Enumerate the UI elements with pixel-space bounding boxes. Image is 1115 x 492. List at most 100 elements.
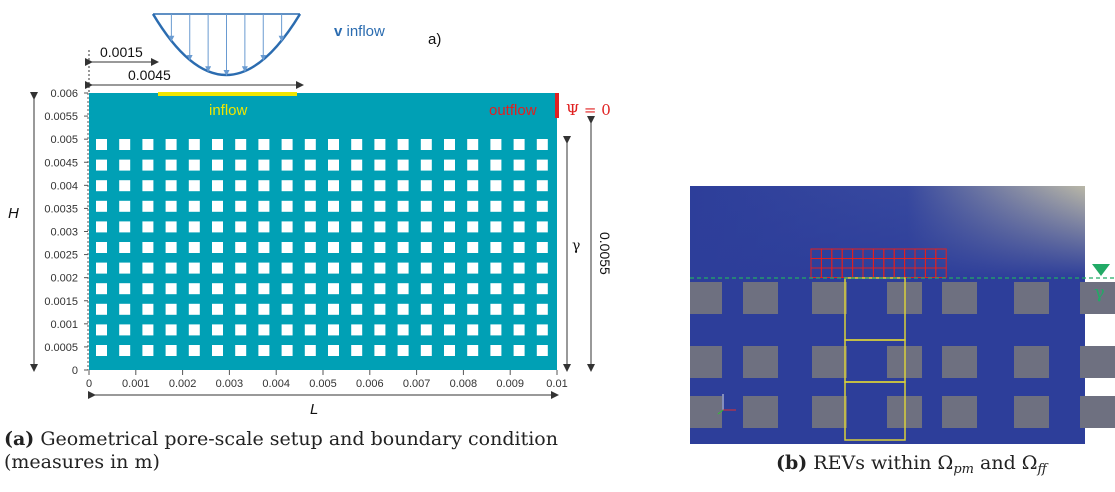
solid-grain: [258, 221, 270, 233]
solid-grain: [235, 283, 247, 295]
solid-grain: [690, 346, 722, 378]
solid-grain: [281, 262, 293, 274]
solid-grain: [119, 200, 131, 212]
solid-grain: [351, 159, 363, 171]
solid-grain: [281, 180, 293, 192]
solid-grain: [351, 283, 363, 295]
solid-grain: [328, 324, 339, 336]
solid-grain: [304, 324, 316, 336]
solid-grain: [444, 180, 455, 192]
solid-grain: [96, 139, 107, 150]
solid-grain: [188, 200, 200, 212]
solid-grain: [444, 159, 455, 171]
x-tick-label: 0: [86, 378, 92, 390]
solid-grain: [351, 242, 363, 253]
solid-grain: [235, 221, 247, 233]
x-tick-label: 0.007: [403, 378, 431, 390]
solid-grain: [258, 345, 270, 356]
solid-grain: [374, 200, 386, 212]
solid-grain: [444, 324, 455, 336]
solid-grain: [258, 303, 270, 315]
x-tick-label: 0.009: [496, 378, 524, 390]
height-dim-label: 0.0055: [597, 232, 613, 275]
solid-grain: [142, 283, 154, 295]
solid-grain: [328, 221, 339, 233]
solid-grain: [490, 242, 502, 253]
y-tick-label: 0.0025: [44, 250, 78, 262]
solid-grain: [812, 282, 847, 314]
solid-grain: [281, 200, 293, 212]
solid-grain: [374, 159, 386, 171]
solid-grain: [513, 200, 525, 212]
y-tick-label: 0.003: [50, 227, 78, 239]
solid-grain: [212, 283, 223, 295]
inflow-profile-label: v inflow: [334, 23, 385, 40]
solid-grain: [374, 242, 386, 253]
solid-grain: [96, 242, 107, 253]
solid-grain: [397, 139, 409, 150]
solid-grain: [374, 303, 386, 315]
solid-grain: [1014, 396, 1049, 428]
inflow-velocity-profile: [151, 13, 302, 77]
solid-grain: [165, 200, 177, 212]
solid-grain: [188, 345, 200, 356]
caption-b: (b) REVs within Ωpm and Ωff: [776, 452, 1047, 477]
solid-grain: [467, 159, 479, 171]
solid-grain: [513, 159, 525, 171]
solid-grain: [743, 346, 778, 378]
solid-grain: [142, 262, 154, 274]
solid-grain: [444, 242, 455, 253]
h-label: H: [8, 205, 19, 222]
solid-grain: [397, 200, 409, 212]
solid-grain: [119, 242, 131, 253]
solid-grain: [304, 200, 316, 212]
solid-grain: [351, 345, 363, 356]
solid-grain: [444, 200, 455, 212]
solid-grain: [119, 139, 131, 150]
solid-grain: [165, 242, 177, 253]
solid-grain: [1080, 396, 1115, 428]
solid-grain: [536, 221, 548, 233]
solid-grain: [165, 283, 177, 295]
solid-grain: [188, 324, 200, 336]
solid-grain: [1014, 282, 1049, 314]
solid-grain: [513, 139, 525, 150]
solid-grain: [420, 324, 432, 336]
solid-grain: [165, 262, 177, 274]
solid-grain: [281, 303, 293, 315]
solid-grain: [942, 282, 977, 314]
solid-grain: [235, 324, 247, 336]
outflow-label: outflow: [489, 102, 537, 119]
solid-grain: [188, 221, 200, 233]
solid-grain: [258, 242, 270, 253]
domain-rect: [89, 93, 557, 370]
solid-grain: [490, 180, 502, 192]
solid-grain: [258, 159, 270, 171]
solid-grain: [119, 324, 131, 336]
solid-grain: [374, 180, 386, 192]
panel-label-a: a): [428, 31, 441, 48]
solid-grain: [397, 159, 409, 171]
solid-grain: [96, 200, 107, 212]
solid-grain: [142, 303, 154, 315]
x-tick-label: 0.004: [262, 378, 290, 390]
solid-grain: [142, 242, 154, 253]
solid-grain: [420, 303, 432, 315]
solid-grain: [490, 262, 502, 274]
solid-grain: [397, 180, 409, 192]
solid-grain: [513, 262, 525, 274]
solid-grain: [119, 180, 131, 192]
solid-grain: [328, 139, 339, 150]
solid-grain: [444, 139, 455, 150]
solid-grain: [467, 345, 479, 356]
solid-grain: [304, 221, 316, 233]
solid-grain: [281, 242, 293, 253]
solid-grain: [513, 180, 525, 192]
solid-grain: [513, 221, 525, 233]
y-tick-label: 0: [72, 365, 78, 377]
solid-grain: [513, 242, 525, 253]
solid-grain: [397, 283, 409, 295]
solid-grain: [328, 159, 339, 171]
solid-grain: [212, 242, 223, 253]
y-tick-label: 0.0035: [44, 203, 78, 215]
